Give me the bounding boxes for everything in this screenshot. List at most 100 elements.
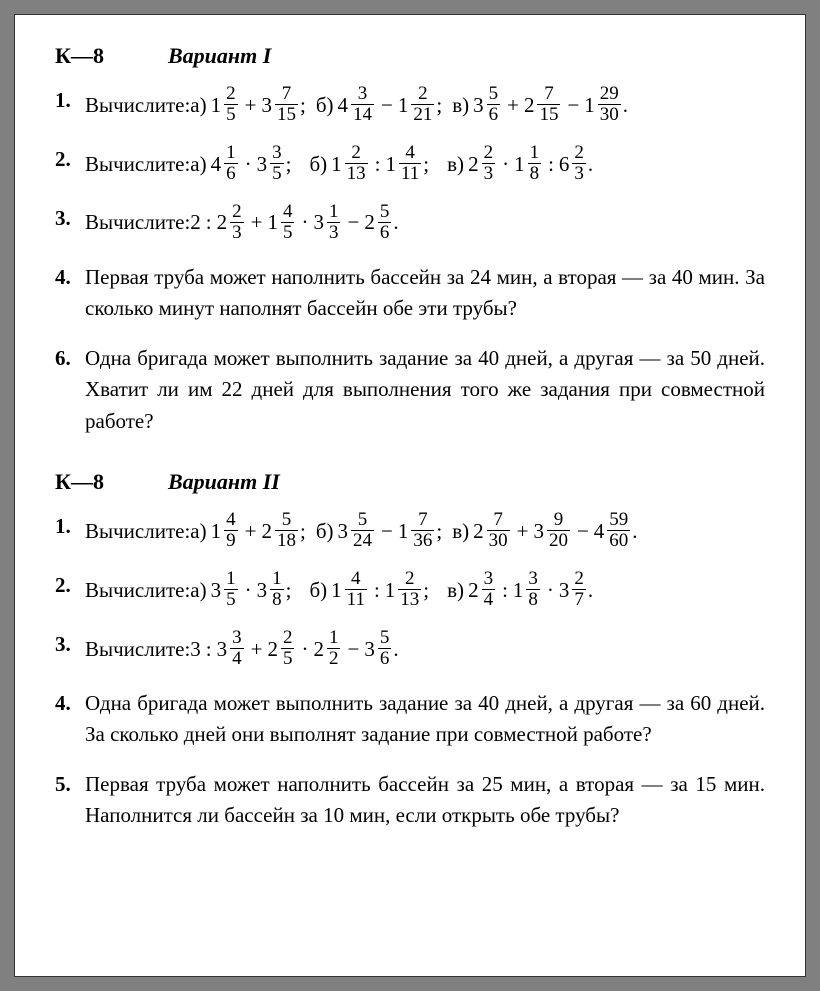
mixed-fraction: 145 [267, 203, 296, 244]
operator: · [245, 575, 252, 607]
problem: 2.Вычислите: а)315·318;б)1411:1213;в)234… [55, 570, 765, 611]
problem-text: Одна бригада может выполнить задание за … [85, 343, 765, 438]
mixed-fraction: 2730 [473, 511, 512, 552]
mixed-fraction: 223 [468, 144, 497, 185]
operator: : [375, 149, 381, 181]
operator: · [547, 575, 554, 607]
subpart-label: в) [452, 90, 469, 122]
problem-number: 1. [55, 85, 85, 117]
variant-header: К—8 Вариант I [55, 43, 765, 69]
mixed-fraction: 623 [559, 144, 588, 185]
subpart-label: а) [190, 90, 206, 122]
mixed-fraction: 118 [514, 144, 543, 185]
mixed-fraction: 45960 [594, 511, 633, 552]
problem-prefix: Вычислите: [85, 575, 190, 607]
operator: − [381, 516, 393, 548]
problem-number: 2. [55, 570, 85, 602]
problem-prefix: Вычислите: [85, 149, 190, 181]
suffix: . [632, 516, 637, 548]
mixed-fraction: 318 [257, 570, 286, 611]
operator: − [577, 516, 589, 548]
problem-prefix: Вычислите: [85, 207, 190, 239]
mixed-fraction: 1411 [386, 144, 424, 185]
mixed-fraction: 335 [257, 144, 286, 185]
problem-prefix: Вычислите: [85, 516, 190, 548]
problem: 3.Вычислите: 3:334+225·212−356. [55, 629, 765, 670]
operator: + [245, 90, 257, 122]
mixed-fraction: 223 [217, 203, 246, 244]
mixed-fraction: 125 [211, 85, 240, 126]
problem: 4.Первая труба может наполнить бассейн з… [55, 262, 765, 325]
operator: : [502, 575, 508, 607]
mixed-fraction: 1411 [331, 570, 369, 611]
operator: + [517, 516, 529, 548]
subpart-label: б) [316, 90, 334, 122]
variant-label: Вариант II [168, 469, 280, 495]
mixed-fraction: 3715 [261, 85, 300, 126]
problem-number: 1. [55, 511, 85, 543]
mixed-fraction: 356 [364, 629, 393, 670]
mixed-fraction: 256 [364, 203, 393, 244]
operator: − [347, 634, 359, 666]
number: 3 [190, 634, 201, 666]
variant-header: К—8Вариант II [55, 469, 765, 495]
problem-body: Вычислите: а)149+2518;б)3524−1736;в)2730… [85, 511, 765, 552]
k-label: К—8 [55, 43, 104, 69]
operator: · [301, 207, 308, 239]
suffix: ; [300, 516, 306, 548]
problem-text: Первая труба может наполнить бассейн за … [85, 262, 765, 325]
suffix: ; [300, 90, 306, 122]
subpart-label: б) [309, 575, 327, 607]
variant-label: Вариант I [168, 43, 271, 69]
mixed-fraction: 313 [313, 203, 342, 244]
suffix: . [588, 149, 593, 181]
worksheet-page: К—8Вариант I1.Вычислите: а)125+3715;б)43… [14, 14, 806, 977]
suffix: . [393, 207, 398, 239]
suffix: . [623, 90, 628, 122]
problem-number: 5. [55, 769, 85, 801]
operator: : [206, 634, 212, 666]
subpart-label: в) [452, 516, 469, 548]
operator: · [502, 149, 509, 181]
problem: 5.Первая труба может наполнить бассейн з… [55, 769, 765, 832]
mixed-fraction: 3920 [533, 511, 572, 552]
suffix: ; [286, 149, 292, 181]
problem-number: 6. [55, 343, 85, 375]
problem: 1.Вычислите: а)125+3715;б)4314−1221;в)35… [55, 85, 765, 126]
problem-body: Вычислите: а)416·335;б)1213:1411;в)223·1… [85, 144, 765, 185]
suffix: . [393, 634, 398, 666]
operator: : [548, 149, 554, 181]
mixed-fraction: 2715 [524, 85, 563, 126]
mixed-fraction: 1213 [385, 570, 424, 611]
mixed-fraction: 334 [217, 629, 246, 670]
operator: · [245, 149, 252, 181]
mixed-fraction: 225 [267, 629, 296, 670]
problem-number: 3. [55, 203, 85, 235]
suffix: ; [286, 575, 292, 607]
variant-block: К—8Вариант II1.Вычислите: а)149+2518;б)3… [55, 469, 765, 832]
suffix: ; [436, 516, 442, 548]
problem: 1.Вычислите: а)149+2518;б)3524−1736;в)27… [55, 511, 765, 552]
mixed-fraction: 1213 [331, 144, 370, 185]
mixed-fraction: 138 [513, 570, 542, 611]
problem-number: 2. [55, 144, 85, 176]
subpart-label: а) [190, 575, 206, 607]
operator: + [251, 207, 263, 239]
operator: + [251, 634, 263, 666]
problem-number: 4. [55, 262, 85, 294]
problem-text: Первая труба может наполнить бассейн за … [85, 769, 765, 832]
problem: 4.Одна бригада может выполнить задание з… [55, 688, 765, 751]
suffix: ; [423, 149, 429, 181]
subpart-label: а) [190, 516, 206, 548]
mixed-fraction: 234 [468, 570, 497, 611]
suffix: ; [436, 90, 442, 122]
mixed-fraction: 315 [211, 570, 240, 611]
operator: · [301, 634, 308, 666]
suffix: . [588, 575, 593, 607]
subpart-label: в) [447, 149, 464, 181]
problem: 3.Вычислите: 2:223+145·313−256. [55, 203, 765, 244]
problem: 6.Одна бригада может выполнить задание з… [55, 343, 765, 438]
operator: − [567, 90, 579, 122]
operator: : [374, 575, 380, 607]
subpart-label: в) [447, 575, 464, 607]
